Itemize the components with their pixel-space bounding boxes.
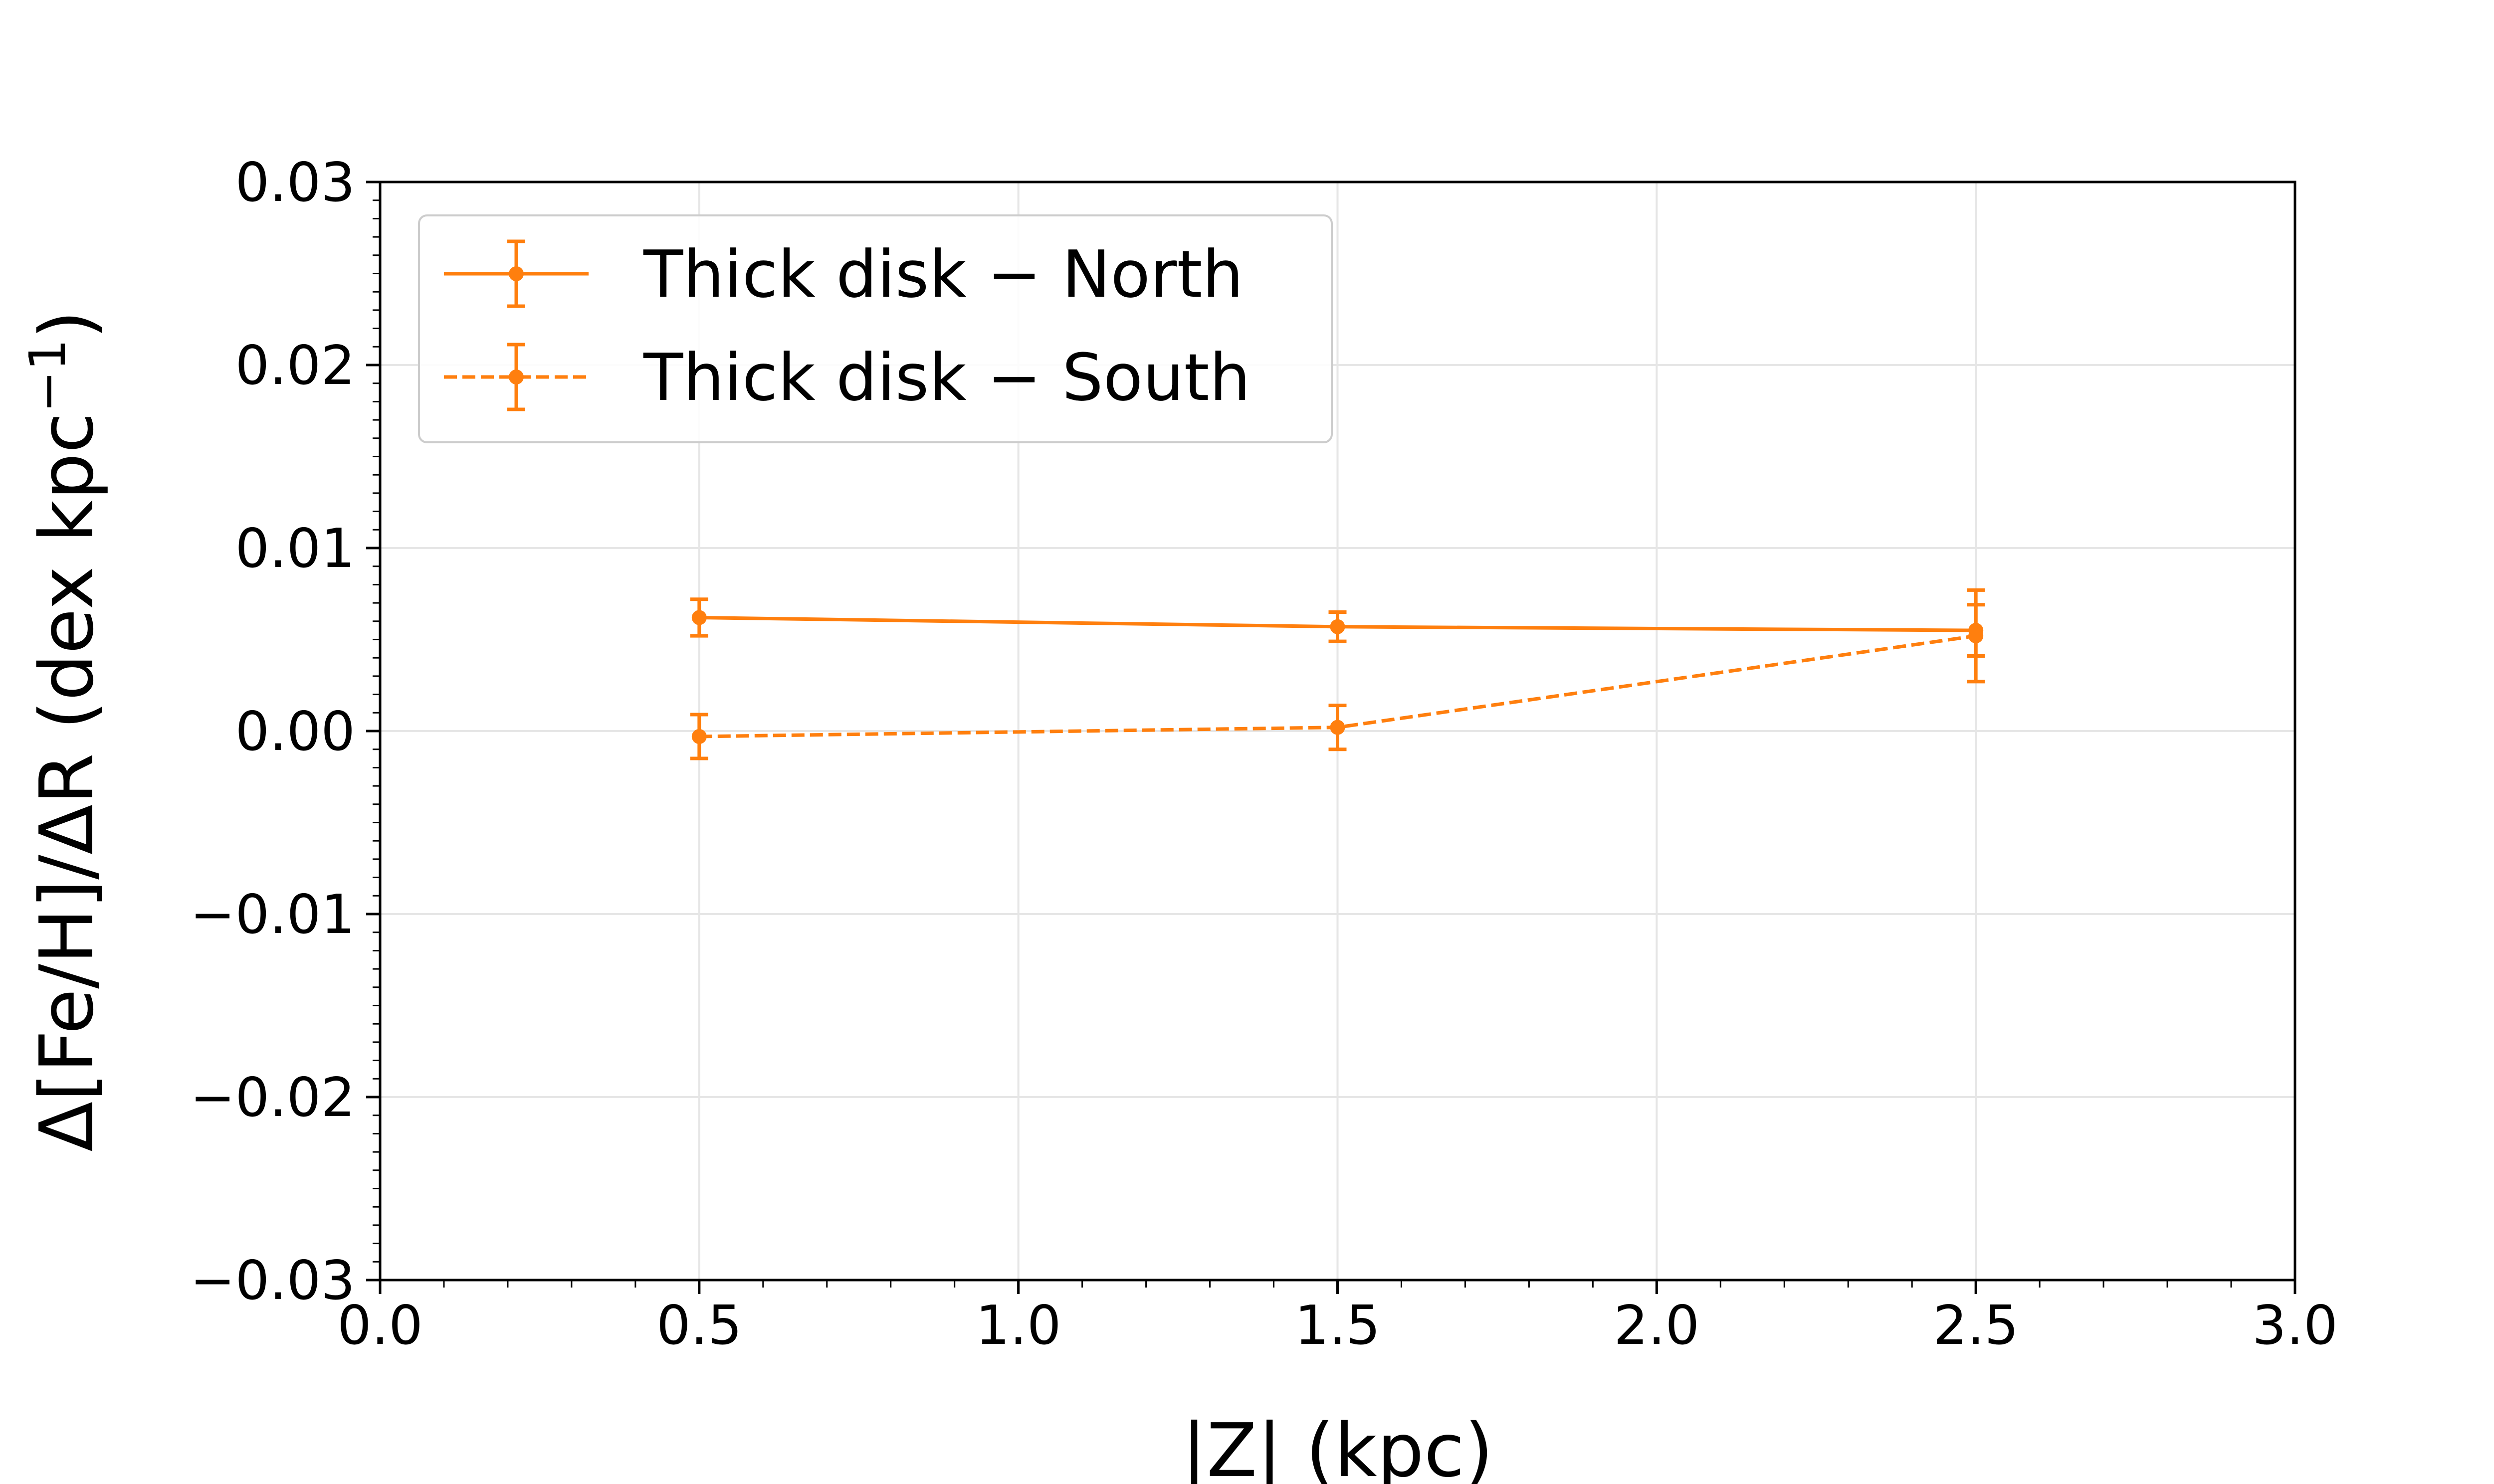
y-axis-label-superscript: −1 (18, 339, 77, 412)
x-tick-label: 0.0 (337, 1295, 423, 1357)
x-tick-label: 2.5 (1933, 1295, 2019, 1357)
legend-item-2: Thick disk − South (444, 340, 1250, 415)
legend-items: Thick disk − North Thick disk − South (444, 236, 1250, 415)
y-tick-label: −0.01 (190, 884, 355, 946)
x-tick-label: 2.0 (1614, 1295, 1699, 1357)
legend-label: Thick disk − South (643, 340, 1250, 415)
y-tick-label: −0.02 (190, 1067, 355, 1129)
legend-marker (509, 370, 524, 384)
y-tick-label: 0.00 (235, 701, 355, 763)
y-tick-label: 0.01 (235, 518, 355, 580)
y-tick-label: 0.02 (235, 335, 355, 397)
x-tick-label: 0.5 (656, 1295, 742, 1357)
legend-label: Thick disk − North (643, 236, 1244, 312)
legend: Thick disk − North Thick disk − South (418, 214, 1333, 443)
series-2 (690, 588, 1985, 760)
data-point (691, 729, 707, 744)
data-point (691, 610, 707, 625)
x-axis-label: |Z| (kpc) (1182, 1408, 1493, 1484)
x-tick-label: 3.0 (2252, 1295, 2338, 1357)
tick-labels: 0.0 0.5 1.0 1.5 2.0 2.5 3.0 −0.03 −0.02 −0.01 0.00… (190, 152, 2338, 1357)
major-ticks (366, 181, 2296, 1294)
plot-frame (379, 181, 2296, 1282)
y-tick-label: −0.03 (190, 1250, 355, 1312)
legend-box (418, 214, 1333, 443)
y-axis-label-close: ) (24, 310, 110, 339)
data-point (1968, 628, 1984, 644)
series (690, 588, 1985, 760)
y-axis-label: Δ[Fe/H]/ΔR (dex kpc−1) (18, 310, 110, 1152)
legend-marker (509, 266, 524, 281)
legend-item-1: Thick disk − North (444, 236, 1244, 312)
data-point (1330, 619, 1345, 634)
y-tick-label: 0.03 (235, 152, 355, 214)
x-tick-label: 1.0 (976, 1295, 1061, 1357)
x-tick-label: 1.5 (1295, 1295, 1381, 1357)
data-point (1330, 720, 1345, 735)
y-axis-label-main: Δ[Fe/H]/ΔR (dex kpc (24, 412, 110, 1152)
